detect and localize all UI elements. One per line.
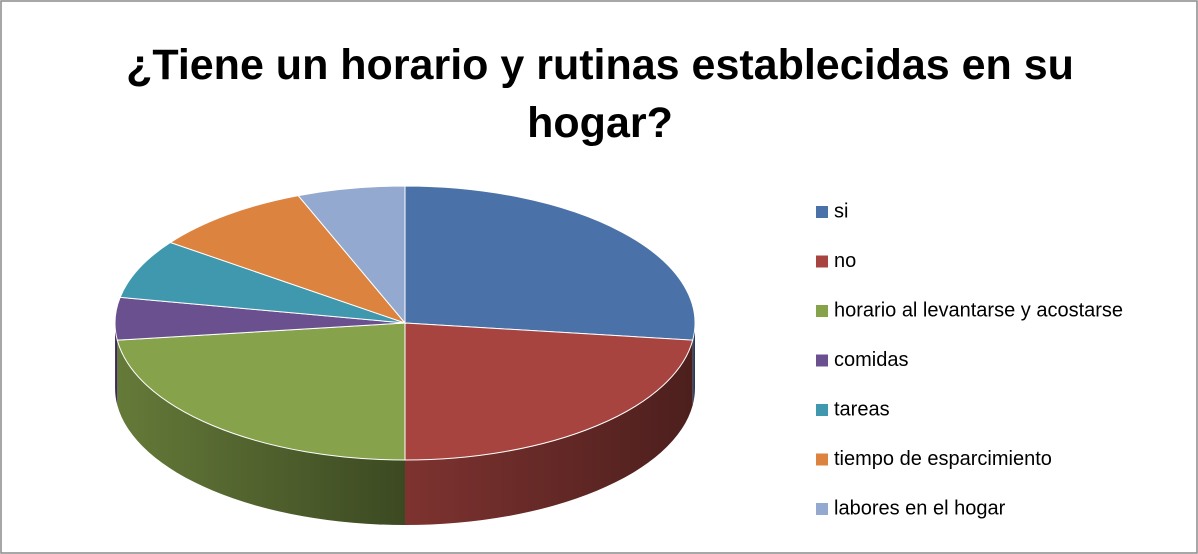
legend-swatch (816, 255, 828, 268)
legend-swatch (816, 404, 828, 416)
legend-label: horario al levantarse y acostarse (834, 299, 1123, 321)
chart-title: ¿Tiene un horario y rutinas establecidas… (126, 41, 1074, 147)
legend-label: no (834, 250, 856, 272)
pie-side (115, 323, 118, 406)
legend-swatch (816, 503, 828, 515)
pie-slice (116, 322, 406, 461)
pie-side (405, 340, 693, 525)
pie-slice (404, 322, 694, 461)
pie-side (117, 340, 405, 525)
legend-swatch (816, 206, 828, 218)
legend-label: tareas (834, 398, 890, 420)
legend-swatch (816, 453, 828, 466)
legend-swatch (816, 354, 828, 367)
legend-label: comidas (834, 349, 908, 371)
pie-slice (169, 195, 407, 325)
pie-slice (119, 241, 406, 324)
legend-label: tiempo de esparcimiento (834, 448, 1052, 470)
pie-slice (404, 185, 696, 341)
legend-label: labores en el hogar (834, 497, 1006, 519)
pie-side (692, 323, 695, 406)
legend-swatch (816, 305, 828, 317)
legend-label: si (834, 200, 848, 222)
pie-slice (297, 185, 406, 325)
